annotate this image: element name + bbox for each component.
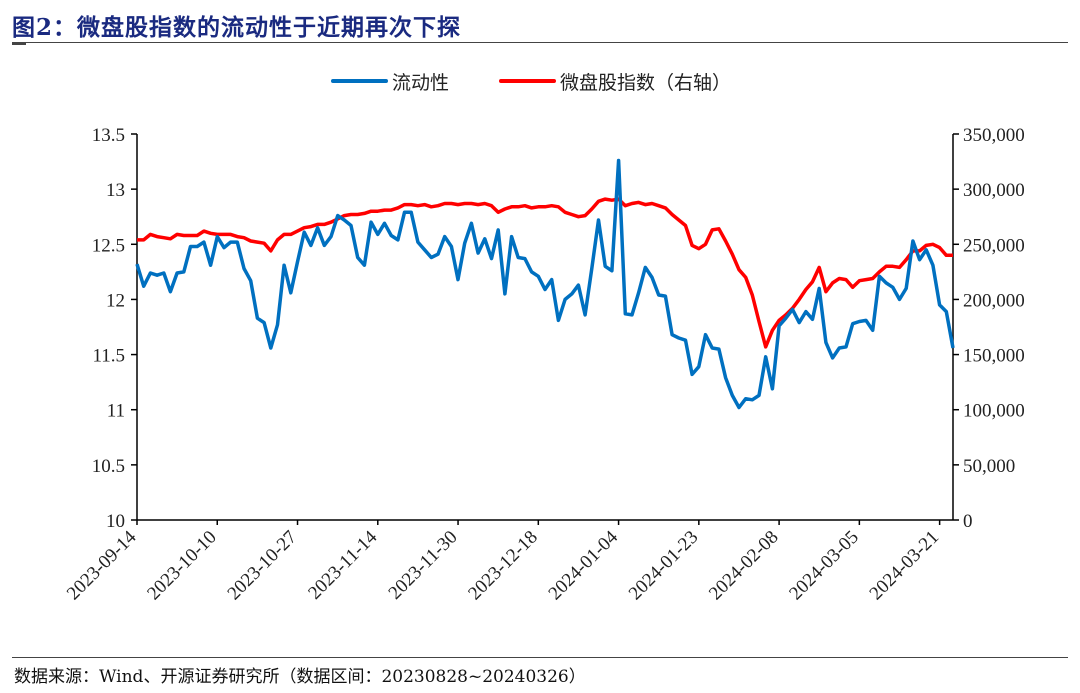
source-note: 数据来源：Wind、开源证券研究所（数据区间：20230828~20240326…	[14, 667, 586, 687]
right-y-tick-label: 250,000	[963, 235, 1025, 256]
left-y-tick-label: 10	[106, 511, 125, 532]
right-y-tick-label: 200,000	[963, 290, 1025, 311]
left-y-tick-label: 10.5	[92, 456, 125, 477]
x-tick-label: 2023-11-30	[385, 527, 462, 604]
right-y-tick-label: 100,000	[963, 401, 1025, 422]
legend: 流动性 微盘股指数（右轴）	[331, 72, 731, 94]
left-y-tick-label: 11	[107, 401, 125, 422]
left-y-tick-label: 12	[106, 290, 125, 311]
x-tick-label: 2023-12-18	[464, 527, 542, 605]
right-y-tick-label: 0	[963, 511, 973, 532]
right-y-tick-label: 350,000	[963, 125, 1025, 146]
x-tick-label: 2023-10-10	[143, 527, 221, 605]
legend-label-index: 微盘股指数（右轴）	[560, 72, 731, 94]
x-tick-label: 2024-01-23	[625, 527, 703, 605]
right-y-tick-label: 300,000	[963, 180, 1025, 201]
x-tick-label: 2023-09-14	[63, 526, 141, 604]
footer-divider	[12, 657, 1068, 658]
series-line-microcap-index	[137, 197, 953, 349]
legend-label-liquidity: 流动性	[392, 72, 449, 94]
left-y-tick-label: 13.5	[92, 125, 125, 146]
x-tick-label: 2024-03-21	[866, 527, 944, 605]
right-y-tick-label: 50,000	[963, 456, 1015, 477]
x-tick-label: 2024-03-05	[785, 527, 863, 605]
title-divider-accent	[12, 43, 26, 45]
x-tick-label: 2023-10-27	[224, 527, 302, 605]
x-tick-label: 2023-11-14	[304, 526, 381, 603]
right-y-tick-label: 150,000	[963, 346, 1025, 367]
left-y-tick-label: 13	[106, 180, 125, 201]
x-tick-label: 2024-01-04	[545, 526, 623, 604]
title-divider	[12, 42, 1068, 43]
left-y-tick-label: 11.5	[92, 346, 125, 367]
x-tick-label: 2024-02-08	[705, 527, 783, 605]
left-y-tick-label: 12.5	[92, 235, 125, 256]
chart-title: 图2：微盘股指数的流动性于近期再次下探	[12, 14, 462, 41]
series-line-liquidity	[135, 158, 955, 410]
